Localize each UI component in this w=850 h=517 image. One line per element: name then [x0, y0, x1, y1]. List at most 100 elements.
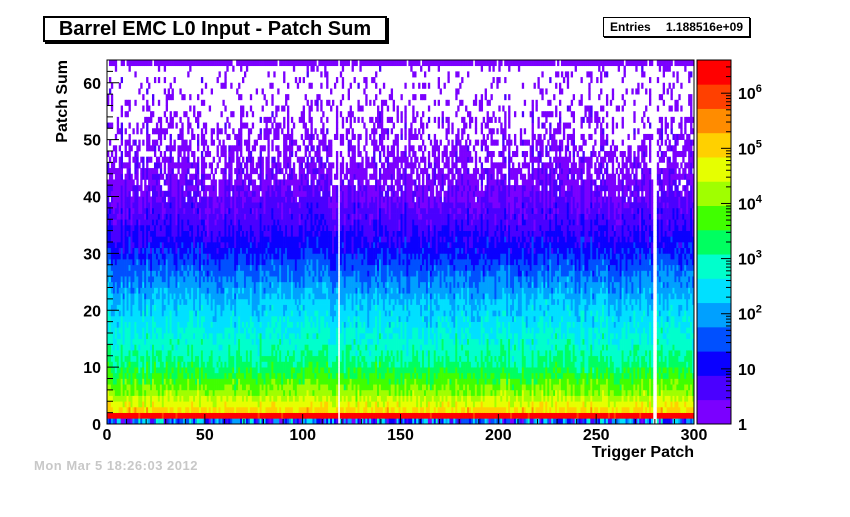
heatmap-cell	[255, 230, 259, 237]
heatmap-cell	[292, 350, 296, 357]
heatmap-cell	[126, 372, 129, 379]
heatmap-cell	[132, 401, 135, 408]
heatmap-cell	[277, 253, 280, 260]
heatmap-cell	[263, 128, 266, 135]
heatmap-cell	[138, 321, 141, 328]
heatmap-cell	[208, 151, 212, 158]
heatmap-cell	[193, 406, 196, 413]
heatmap-cell	[257, 310, 260, 317]
heatmap-cell	[230, 82, 233, 89]
heatmap-cell	[122, 389, 125, 396]
heatmap-cell	[222, 310, 225, 317]
heatmap-cell	[236, 333, 239, 340]
heatmap-cell	[242, 105, 245, 112]
heatmap-cell	[146, 185, 149, 192]
heatmap-cell	[285, 185, 288, 192]
heatmap-cell	[214, 418, 217, 425]
heatmap-cell	[179, 264, 182, 271]
heatmap-cell	[279, 236, 282, 243]
heatmap-cell	[120, 202, 124, 209]
heatmap-cell	[179, 315, 182, 322]
heatmap-cell	[238, 179, 241, 186]
heatmap-cell	[220, 82, 223, 89]
heatmap-cell	[296, 145, 300, 152]
heatmap-cell	[285, 395, 288, 402]
heatmap-cell	[134, 207, 137, 214]
heatmap-cell	[107, 333, 110, 340]
heatmap-cell	[157, 224, 161, 231]
heatmap-cell	[157, 145, 161, 152]
heatmap-cell	[296, 406, 300, 413]
heatmap-cell	[236, 361, 239, 368]
heatmap-cell	[245, 418, 249, 425]
heatmap-cell	[110, 418, 114, 425]
heatmap-cell	[157, 412, 161, 419]
heatmap-cell	[222, 276, 225, 283]
heatmap-cell	[148, 82, 151, 89]
heatmap-cell	[161, 321, 165, 328]
heatmap-cell	[157, 310, 161, 317]
heatmap-cell	[165, 412, 169, 419]
heatmap-cell	[169, 247, 172, 254]
heatmap-cell	[294, 242, 298, 249]
heatmap-cell	[224, 264, 227, 271]
heatmap-cell	[173, 384, 176, 391]
heatmap-cell	[247, 156, 251, 163]
heatmap-cell	[281, 259, 284, 266]
heatmap-cell	[124, 247, 127, 254]
heatmap-cell	[283, 287, 286, 294]
heatmap-cell	[298, 327, 302, 334]
heatmap-cell	[208, 224, 212, 231]
heatmap-cell	[214, 264, 217, 271]
heatmap-cell	[130, 196, 133, 203]
heatmap-cell	[134, 276, 137, 283]
heatmap-cell	[288, 333, 292, 340]
heatmap-cell	[234, 270, 237, 277]
heatmap-cell	[175, 344, 178, 351]
heatmap-cell	[279, 344, 282, 351]
heatmap-cell	[171, 355, 174, 362]
heatmap-cell	[257, 384, 260, 391]
heatmap-cell	[195, 293, 198, 300]
heatmap-cell	[243, 304, 247, 311]
heatmap-cell	[181, 367, 184, 374]
heatmap-cell	[294, 202, 298, 209]
heatmap-cell	[183, 367, 186, 374]
heatmap-cell	[173, 207, 176, 214]
heatmap-cell	[204, 128, 208, 135]
heatmap-cell	[193, 350, 196, 357]
heatmap-cell	[255, 395, 259, 402]
heatmap-cell	[161, 270, 165, 277]
heatmap-cell	[165, 207, 169, 214]
heatmap-cell	[138, 259, 141, 266]
heatmap-cell	[130, 259, 133, 266]
heatmap-cell	[148, 378, 151, 385]
heatmap-cell	[224, 259, 227, 266]
heatmap-cell	[148, 173, 151, 180]
heatmap-cell	[189, 338, 192, 345]
heatmap-cell	[249, 60, 253, 67]
heatmap-cell	[152, 315, 155, 322]
heatmap-cell	[144, 253, 147, 260]
heatmap-cell	[112, 367, 116, 374]
heatmap-cell	[142, 168, 145, 175]
heatmap-cell	[159, 116, 163, 123]
heatmap-cell	[224, 395, 227, 402]
heatmap-cell	[220, 247, 223, 254]
heatmap-cell	[216, 344, 219, 351]
heatmap-cell	[126, 418, 129, 425]
heatmap-cell	[283, 395, 286, 402]
heatmap-cell	[267, 196, 270, 203]
heatmap-cell	[167, 389, 170, 396]
heatmap-cell	[208, 315, 212, 322]
heatmap-cell	[165, 384, 169, 391]
heatmap-cell	[253, 196, 257, 203]
heatmap-cell	[277, 333, 280, 340]
heatmap-cell	[167, 162, 170, 169]
heatmap-cell	[202, 310, 206, 317]
heatmap-cell	[251, 412, 255, 419]
heatmap-cell	[269, 276, 272, 283]
heatmap-cell	[195, 185, 198, 192]
heatmap-cell	[136, 230, 139, 237]
heatmap-cell	[112, 344, 116, 351]
